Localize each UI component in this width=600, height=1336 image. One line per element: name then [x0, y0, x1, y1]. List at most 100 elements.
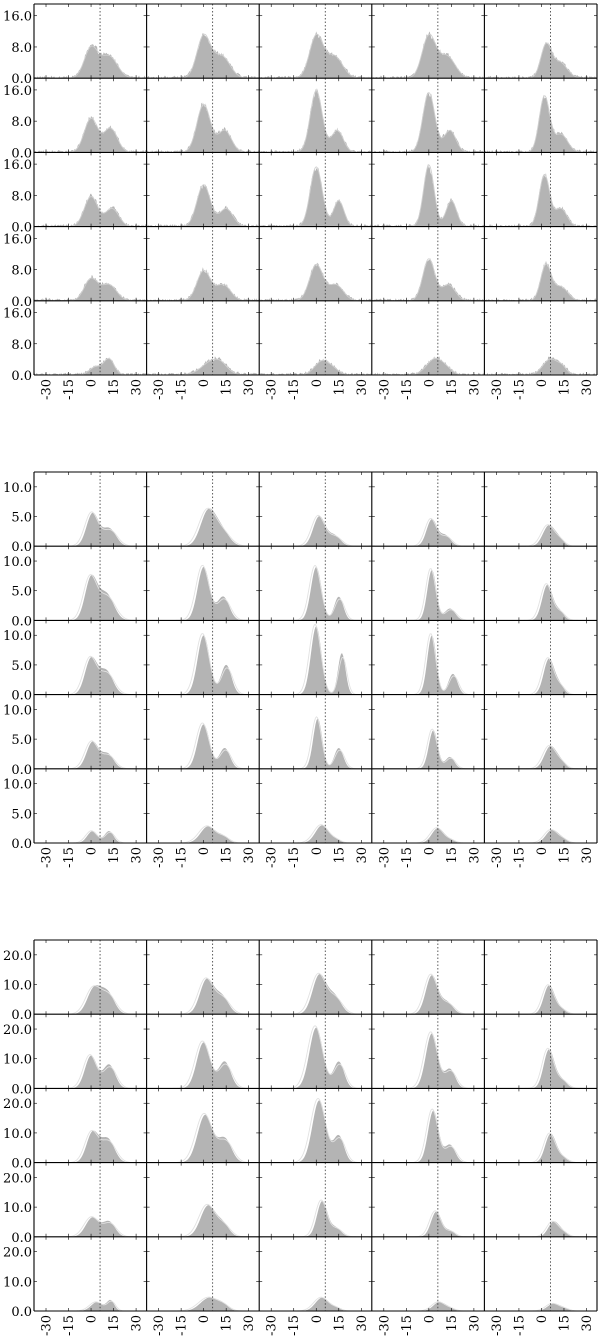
histogram-area — [259, 262, 372, 301]
y-tick-label: 20.0 — [3, 1097, 32, 1112]
panel-r4-c3 — [259, 1162, 372, 1238]
histogram-area — [371, 635, 485, 695]
panel-r1-c3 — [259, 4, 372, 79]
histogram-area — [34, 357, 147, 375]
y-tick-label: 10.0 — [3, 1053, 32, 1068]
histogram-area — [259, 1027, 372, 1089]
x-tick-label: 0 — [310, 1315, 325, 1323]
panel-r5-c1 — [34, 768, 147, 844]
panel-r4-c5 — [484, 226, 597, 302]
panel-r5-c5 — [484, 768, 597, 844]
x-tick-label: -30 — [152, 379, 167, 400]
histogram-area — [34, 985, 147, 1015]
x-tick-label: -30 — [40, 1315, 55, 1336]
histogram-area — [34, 656, 147, 695]
histogram-area — [371, 92, 485, 153]
x-tick-label: 30 — [355, 379, 370, 396]
panel-r3-c3 — [259, 620, 372, 696]
x-tick-label: -30 — [377, 847, 392, 868]
panel-r3-c2 — [146, 1088, 260, 1164]
panel-r1-c1 — [34, 472, 147, 547]
x-tick-label: 15 — [332, 379, 347, 396]
x-tick-label: -30 — [265, 379, 280, 400]
y-tick-label: 8.0 — [11, 338, 32, 353]
y-tick-label: 8.0 — [11, 264, 32, 279]
x-tick-label: 0 — [197, 847, 212, 855]
panel-r5-c4 — [371, 1236, 485, 1312]
y-tick-label: 10.0 — [3, 481, 32, 496]
histogram-area — [484, 42, 597, 79]
panel-r3-c4 — [371, 620, 485, 696]
x-tick-label: 0 — [422, 379, 437, 387]
y-tick-label: 0.0 — [11, 369, 32, 384]
histogram-area — [484, 525, 597, 547]
panel-r1-c2 — [146, 472, 260, 547]
y-tick-label: 16.0 — [3, 84, 32, 99]
histogram-area — [484, 658, 597, 695]
x-tick-label: -30 — [490, 847, 505, 868]
x-tick-label: 0 — [535, 847, 550, 855]
histogram-area — [259, 1297, 372, 1311]
x-tick-label: -15 — [512, 379, 527, 400]
x-tick-label: 15 — [557, 379, 572, 396]
x-tick-label: -30 — [490, 1315, 505, 1336]
y-tick-label: 16.0 — [3, 307, 32, 322]
y-tick-label: 16.0 — [3, 232, 32, 247]
y-tick-label: 5.0 — [11, 585, 32, 600]
panel-r5-c5 — [484, 1236, 597, 1312]
panel-r1-c4 — [371, 4, 485, 79]
panel-r4-c2 — [146, 694, 260, 770]
y-tick-label: 20.0 — [3, 1171, 32, 1186]
x-tick-label: -15 — [175, 847, 190, 868]
histogram-area — [484, 94, 597, 153]
histogram-area — [484, 1303, 597, 1311]
x-tick-label: 30 — [467, 1315, 482, 1332]
y-tick-label: 16.0 — [3, 10, 32, 25]
y-tick-label: 0.0 — [11, 1305, 32, 1320]
histogram-area — [484, 1049, 597, 1089]
y-tick-label: 20.0 — [3, 1023, 32, 1038]
y-tick-label: 10.0 — [3, 555, 32, 570]
y-tick-label: 8.0 — [11, 189, 32, 204]
panel-r4-c4 — [371, 1162, 485, 1238]
x-tick-label: 15 — [332, 1315, 347, 1332]
histogram-area — [146, 32, 260, 79]
panel-r5-c2 — [146, 768, 260, 844]
histogram-area — [146, 1205, 260, 1237]
x-tick-label: 30 — [467, 847, 482, 864]
x-tick-label: 0 — [422, 847, 437, 855]
x-tick-label: 15 — [107, 379, 122, 396]
x-tick-label: -30 — [490, 379, 505, 400]
x-tick-label: -15 — [287, 1315, 302, 1336]
model-curve — [484, 1302, 597, 1312]
y-tick-label: 0.0 — [11, 1231, 32, 1246]
panel-r2-c4 — [371, 1014, 485, 1089]
x-tick-label: 15 — [220, 847, 235, 864]
histogram-area — [371, 1110, 485, 1163]
histogram-area — [34, 193, 147, 227]
panel-r2-c5 — [484, 78, 597, 153]
histogram-area — [34, 512, 147, 547]
y-tick-label: 20.0 — [3, 949, 32, 964]
panel-r3-c4 — [371, 1088, 485, 1164]
panel-r2-c5 — [484, 546, 597, 621]
chart-block-1: 0.08.016.00.08.016.00.08.016.00.08.016.0… — [3, 3, 598, 400]
panel-r2-c1 — [34, 78, 147, 153]
y-tick-label: 10.0 — [3, 1127, 32, 1142]
histogram-area — [34, 44, 147, 79]
x-tick-label: -15 — [400, 379, 415, 400]
histogram-area — [371, 31, 485, 79]
panel-r1-c5 — [484, 940, 597, 1015]
histogram-area — [34, 1130, 147, 1163]
histogram-area — [371, 975, 485, 1015]
x-tick-label: 15 — [220, 1315, 235, 1332]
panel-r5-c3 — [259, 300, 372, 376]
histogram-area — [34, 1217, 147, 1237]
y-tick-label: 0.0 — [11, 689, 32, 704]
x-tick-label: -30 — [152, 847, 167, 868]
y-tick-label: 10.0 — [3, 1201, 32, 1216]
x-tick-label: -30 — [377, 379, 392, 400]
x-tick-label: -15 — [512, 1315, 527, 1336]
y-tick-label: 8.0 — [11, 115, 32, 130]
model-curve — [484, 1220, 597, 1238]
